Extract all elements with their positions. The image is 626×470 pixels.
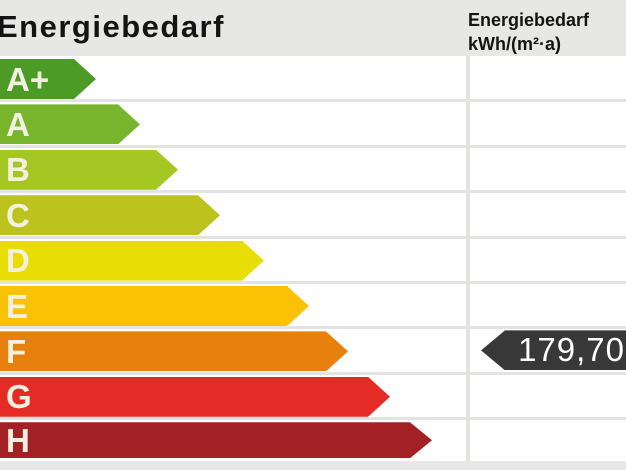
energy-class-arrow-f: F: [0, 331, 348, 371]
header-band: Energiebedarf Energiebedarf kWh/(m²·a): [0, 0, 626, 56]
energy-class-arrow-aplus: A+: [0, 59, 96, 99]
energy-class-letter: F: [6, 332, 27, 370]
row-separator: [0, 190, 626, 194]
energy-class-arrow-e: E: [0, 286, 309, 326]
energy-class-letter: A: [6, 105, 30, 143]
energy-class-arrow-b: B: [0, 150, 178, 190]
row-separator: [0, 417, 626, 421]
energy-class-letter: H: [6, 421, 30, 459]
energy-class-letter: B: [6, 151, 30, 189]
column-divider: [466, 56, 470, 461]
energy-class-arrow-a: A: [0, 104, 140, 144]
unit-header-line2: kWh/(m²·a): [468, 34, 561, 54]
energy-class-letter: C: [6, 196, 30, 234]
row-separator: [0, 99, 626, 103]
value-text: 179,70: [518, 331, 625, 369]
unit-header: Energiebedarf kWh/(m²·a): [468, 8, 589, 56]
energy-class-letter: A+: [6, 60, 50, 98]
row-separator: [0, 371, 626, 375]
energy-class-letter: E: [6, 287, 29, 325]
energy-class-arrow-g: G: [0, 377, 390, 417]
page-title: Energiebedarf: [0, 9, 225, 44]
unit-header-line1: Energiebedarf: [468, 10, 590, 30]
value-indicator-arrow: 179,70: [481, 330, 626, 371]
energy-class-arrow-c: C: [0, 195, 220, 235]
row-separator: [0, 281, 626, 284]
energy-class-arrow-d: D: [0, 241, 264, 281]
row-separator: [0, 235, 626, 239]
energy-class-arrow-h: H: [0, 422, 432, 458]
energy-class-letter: D: [6, 242, 30, 280]
row-separator: [0, 144, 626, 148]
row-separator: [0, 326, 626, 330]
footer-strip: [0, 461, 626, 470]
energy-class-letter: G: [6, 378, 32, 416]
